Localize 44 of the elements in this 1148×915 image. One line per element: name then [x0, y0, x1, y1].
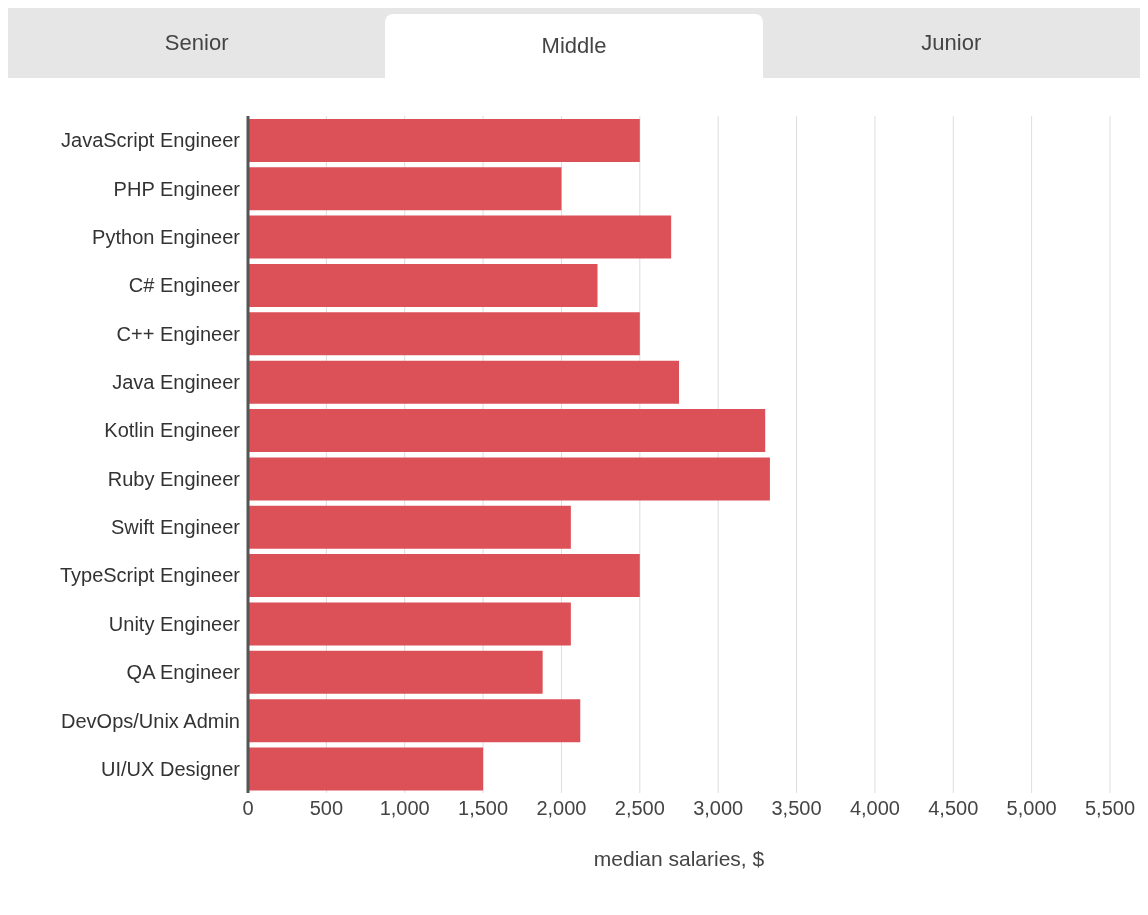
y-tick-label: Ruby Engineer — [107, 467, 241, 490]
bar — [248, 602, 571, 646]
bar — [248, 409, 766, 453]
bar — [248, 699, 581, 743]
y-tick-label: JavaScript Engineer — [61, 129, 241, 152]
x-tick-label: 5,500 — [1084, 797, 1136, 820]
x-tick-label: 4,500 — [928, 797, 979, 820]
text: Senior — [164, 30, 229, 56]
y-tick-label: DevOps/Unix Admin — [61, 709, 240, 732]
y-tick-label: C++ Engineer — [116, 322, 241, 345]
x-tick-label: 1,000 — [379, 797, 430, 820]
y-tick-label: C# Engineer — [128, 274, 241, 297]
y-tick-label: Swift Engineer — [111, 516, 241, 539]
x-tick-label: 2,500 — [614, 797, 665, 820]
x-tick-label: 500 — [309, 797, 344, 820]
bar — [248, 118, 640, 162]
x-tick-label: 1,500 — [458, 797, 509, 820]
bar — [248, 650, 543, 694]
y-tick-label: UI/UX Designer — [101, 757, 241, 780]
x-tick-label: 2,000 — [536, 797, 587, 820]
bar — [248, 215, 672, 259]
bar — [248, 312, 640, 356]
x-tick-label: 4,000 — [849, 797, 900, 820]
y-tick-label: TypeScript Engineer — [59, 564, 241, 587]
y-tick-label: Python Engineer — [92, 225, 241, 248]
bar — [248, 505, 571, 549]
bar — [248, 167, 562, 211]
bar — [248, 554, 640, 598]
y-tick-label: QA Engineer — [126, 661, 241, 684]
y-tick-label: Java Engineer — [112, 371, 241, 394]
bar — [248, 263, 598, 307]
x-tick-label: 3,000 — [693, 797, 744, 820]
y-tick-label: Unity Engineer — [108, 612, 241, 635]
bar — [248, 747, 484, 791]
bar — [248, 360, 679, 404]
y-tick-label: Kotlin Engineer — [104, 419, 241, 442]
x-axis-title: median salaries, $ — [593, 847, 765, 870]
bar — [248, 457, 770, 501]
text: Junior — [921, 30, 982, 56]
x-tick-label: 3,500 — [771, 797, 822, 820]
x-tick-label: 0 — [242, 797, 254, 820]
y-tick-label: PHP Engineer — [113, 177, 241, 200]
text: Middle — [541, 33, 607, 59]
x-tick-label: 5,000 — [1006, 797, 1057, 820]
